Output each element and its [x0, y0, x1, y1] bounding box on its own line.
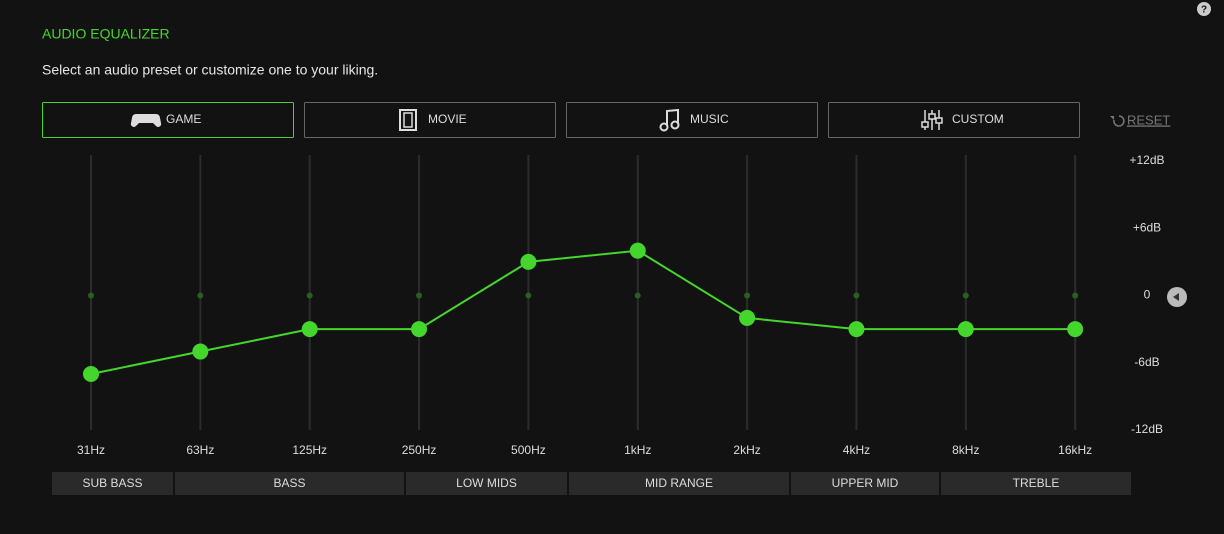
reset-button[interactable]: RESET	[1110, 112, 1170, 127]
y-tick-label: 0	[1144, 288, 1151, 302]
band-label: BASS	[273, 476, 305, 490]
slider-center-dot	[306, 292, 313, 299]
band-label: LOW MIDS	[456, 476, 517, 490]
preset-button[interactable]: CUSTOM	[828, 102, 1080, 138]
x-tick-label: 2kHz	[733, 443, 760, 457]
y-tick-label: -12dB	[1131, 422, 1163, 436]
slider-center-dot	[853, 292, 860, 299]
slider-center-dot	[525, 292, 532, 299]
eq-handle[interactable]	[83, 365, 99, 382]
music-icon-note	[670, 120, 680, 130]
y-tick-label: -6dB	[1134, 355, 1159, 369]
eq-handle[interactable]	[192, 343, 209, 360]
band-box	[52, 472, 173, 495]
band-label: MID RANGE	[645, 476, 713, 490]
preset-button-frame	[566, 102, 818, 138]
slider-center-dot	[962, 292, 969, 299]
eq-handle[interactable]	[520, 253, 537, 270]
game-icon	[130, 114, 162, 127]
reset-label[interactable]: RESET	[1127, 112, 1170, 127]
x-tick-label: 16kHz	[1058, 443, 1092, 457]
preset-label[interactable]: MUSIC	[690, 112, 729, 126]
eq-handle[interactable]	[739, 309, 756, 326]
music-icon	[666, 108, 679, 126]
custom-icon-knob	[935, 117, 943, 124]
slider-center-dot	[88, 292, 94, 299]
band-box	[791, 472, 939, 495]
help-icon[interactable]: ?	[1201, 5, 1207, 16]
eq-handle[interactable]	[1067, 321, 1084, 338]
eq-line	[90, 249, 1076, 375]
eq-handle[interactable]	[411, 321, 428, 338]
x-tick-label: 125Hz	[292, 443, 327, 457]
title: AUDIO EQUALIZER	[42, 26, 170, 42]
band-label: UPPER MID	[832, 476, 899, 490]
custom-icon-knob	[921, 121, 929, 128]
x-tick-label: 500Hz	[511, 443, 546, 457]
x-tick-label: 1kHz	[624, 443, 651, 457]
x-tick-label: 8kHz	[952, 443, 979, 457]
band-box	[941, 472, 1131, 495]
subtitle: Select an audio preset or customize one …	[42, 62, 378, 78]
preset-button-frame	[42, 102, 294, 138]
band-box	[569, 472, 789, 495]
band-label: TREBLE	[1013, 476, 1060, 490]
slider-center-dot	[416, 292, 423, 299]
eq-handle[interactable]	[301, 321, 318, 338]
y-tick-label: +12dB	[1129, 153, 1164, 167]
music-icon-note	[659, 122, 669, 132]
band-box	[406, 472, 567, 495]
eq-handle[interactable]	[848, 321, 865, 338]
y-tick-label: +6dB	[1133, 220, 1161, 234]
preset-button-frame	[828, 102, 1080, 138]
band-label: SUB BASS	[82, 476, 142, 490]
slider-center-dot	[197, 292, 204, 299]
x-tick-label: 250Hz	[402, 443, 437, 457]
slider-center-dot	[744, 292, 751, 299]
eq-handle[interactable]	[957, 321, 974, 338]
x-tick-label: 4kHz	[843, 443, 870, 457]
movie-icon-frame	[403, 112, 413, 128]
eq-handle[interactable]	[629, 242, 646, 259]
reset-icon	[1113, 115, 1125, 127]
custom-icon-knob	[928, 113, 936, 120]
preset-button[interactable]: MUSIC	[566, 102, 818, 138]
preset-label[interactable]: GAME	[166, 112, 201, 126]
help-button[interactable]	[1197, 2, 1211, 16]
reset-icon-arrow	[1110, 116, 1114, 120]
slider-center-dot	[634, 292, 641, 299]
movie-icon	[399, 109, 417, 131]
preset-button-frame	[304, 102, 556, 138]
preset-label[interactable]: MOVIE	[428, 112, 467, 126]
preset-button[interactable]: MOVIE	[304, 102, 556, 138]
preset-label[interactable]: CUSTOM	[952, 112, 1004, 126]
scroll-arrow	[1173, 293, 1179, 301]
x-tick-label: 31Hz	[77, 443, 105, 457]
x-tick-label: 63Hz	[186, 443, 214, 457]
preset-button[interactable]: GAME	[42, 102, 294, 138]
band-box	[175, 472, 404, 495]
slider-center-dot	[1072, 292, 1079, 299]
